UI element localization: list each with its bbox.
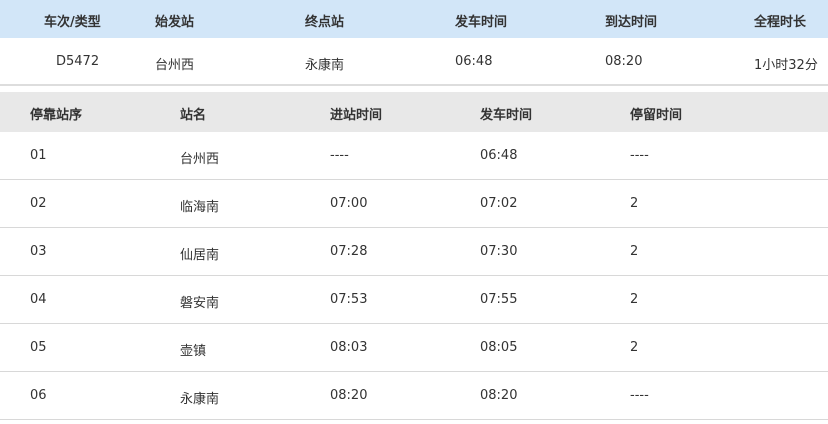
stop-row: 04 磐安南 07:53 07:55 2 xyxy=(0,276,828,324)
cell-value: 05 xyxy=(30,340,47,355)
cell-value: 临海南 xyxy=(180,200,220,215)
cell-value: 06:48 xyxy=(455,54,493,69)
column-header: 发车时间 xyxy=(480,108,533,123)
column-header: 进站时间 xyxy=(330,108,383,123)
column-header: 站名 xyxy=(180,108,207,123)
cell-value: ---- xyxy=(630,148,649,163)
column-header: 停靠站序 xyxy=(30,108,83,123)
column-header: 停留时间 xyxy=(630,108,683,123)
stop-row: 01 台州西 ---- 06:48 ---- xyxy=(0,132,828,180)
cell-value: 07:28 xyxy=(330,244,368,259)
column-header: 到达时间 xyxy=(605,15,658,30)
cell-value: 壶镇 xyxy=(180,344,207,359)
cell-value: 07:55 xyxy=(480,292,518,307)
cell-value: 永康南 xyxy=(305,58,345,73)
train-table-row: D5472 台州西 永康南 06:48 08:20 1小时32分 xyxy=(0,38,828,86)
cell-value: 07:53 xyxy=(330,292,368,307)
cell-value: 02 xyxy=(30,196,47,211)
cell-value: 2 xyxy=(630,340,639,355)
cell-value: 06:48 xyxy=(480,148,518,163)
cell-value: 2 xyxy=(630,292,639,307)
cell-value: ---- xyxy=(630,388,649,403)
column-header: 终点站 xyxy=(305,15,345,30)
stop-row: 06 永康南 08:20 08:20 ---- xyxy=(0,372,828,420)
cell-value: 2 xyxy=(630,196,639,211)
stop-row: 05 壶镇 08:03 08:05 2 xyxy=(0,324,828,372)
cell-value: 07:00 xyxy=(330,196,368,211)
cell-value: 台州西 xyxy=(180,152,220,167)
cell-value: D5472 xyxy=(56,54,100,69)
cell-value: 08:20 xyxy=(605,54,643,69)
cell-value: 仙居南 xyxy=(180,248,220,263)
column-header: 车次/类型 xyxy=(44,15,101,30)
train-table-header: 车次/类型 始发站 终点站 发车时间 到达时间 全程时长 xyxy=(0,0,828,38)
stop-row: 03 仙居南 07:28 07:30 2 xyxy=(0,228,828,276)
cell-value: 04 xyxy=(30,292,47,307)
column-header: 发车时间 xyxy=(455,15,508,30)
cell-value: 07:02 xyxy=(480,196,518,211)
cell-value: ---- xyxy=(330,148,349,163)
stop-row: 02 临海南 07:00 07:02 2 xyxy=(0,180,828,228)
cell-value: 08:05 xyxy=(480,340,518,355)
cell-value: 06 xyxy=(30,388,47,403)
cell-value: 08:20 xyxy=(480,388,518,403)
cell-value: 03 xyxy=(30,244,47,259)
cell-value: 01 xyxy=(30,148,47,163)
cell-value: 永康南 xyxy=(180,392,220,407)
cell-value: 2 xyxy=(630,244,639,259)
cell-value: 1小时32分 xyxy=(754,58,818,73)
stops-table-header: 停靠站序 站名 进站时间 发车时间 停留时间 xyxy=(0,92,828,132)
cell-value: 08:03 xyxy=(330,340,368,355)
column-header: 始发站 xyxy=(155,15,195,30)
column-header: 全程时长 xyxy=(754,15,807,30)
cell-value: 07:30 xyxy=(480,244,518,259)
cell-value: 08:20 xyxy=(330,388,368,403)
cell-value: 磐安南 xyxy=(180,296,220,311)
cell-value: 台州西 xyxy=(155,58,195,73)
